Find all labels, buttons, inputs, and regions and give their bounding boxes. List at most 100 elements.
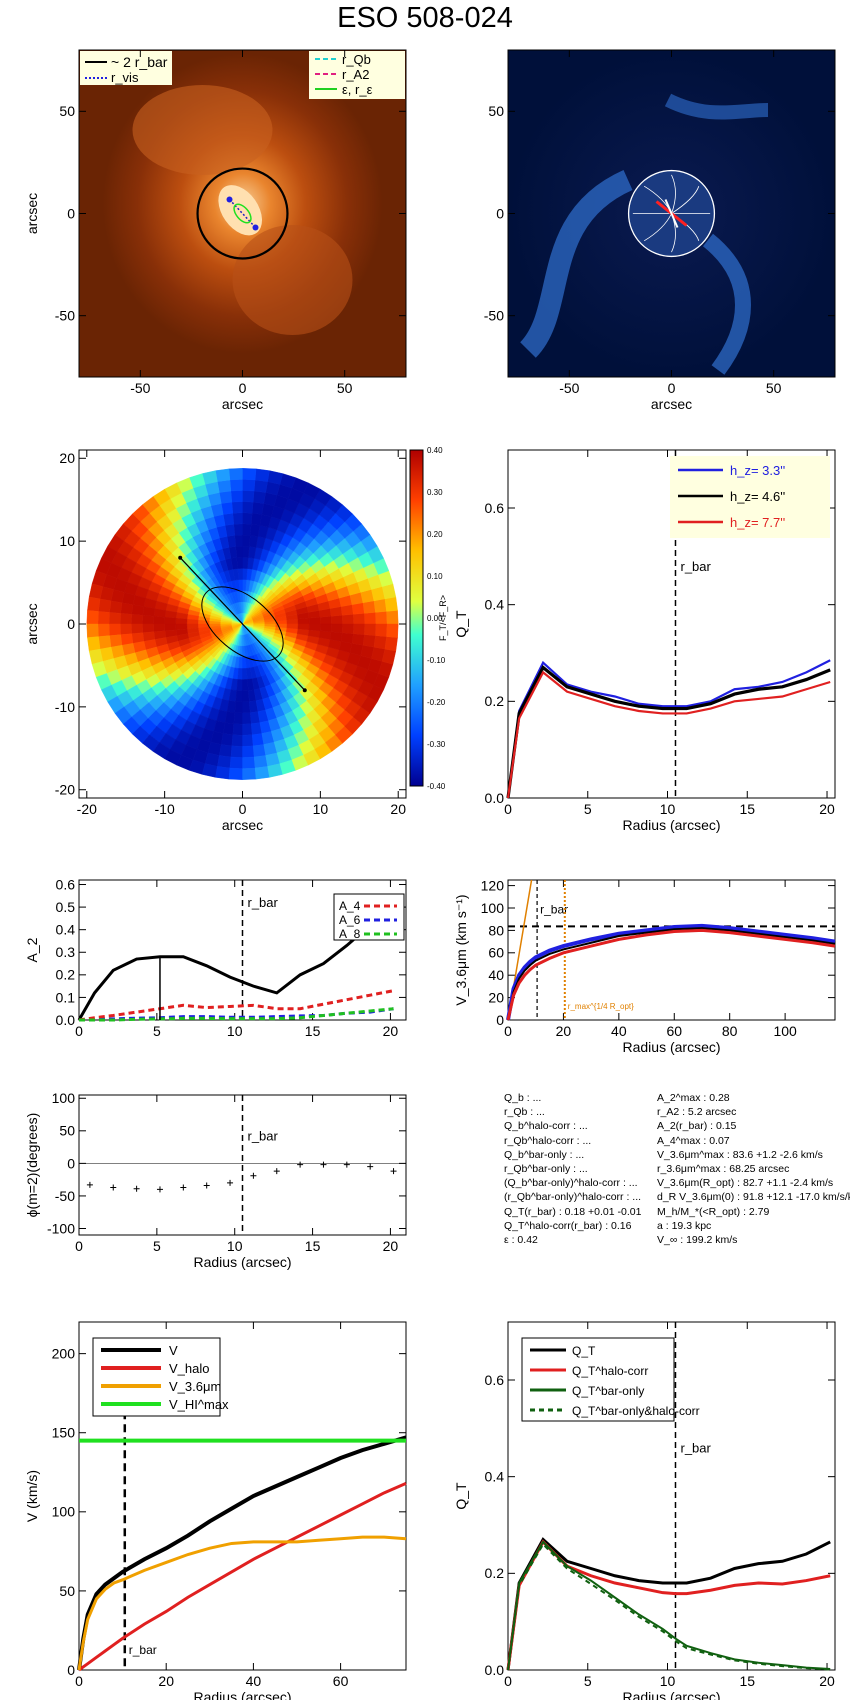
p4-legend-label: h_z= 3.3'': [730, 463, 785, 478]
p8-legend-label: V: [169, 1343, 178, 1358]
p7-data-point: [320, 1161, 327, 1168]
p3-xtick-label: 20: [390, 801, 406, 817]
p2-contour-line: [671, 186, 700, 214]
p4-series-h-z-4-6-: [506, 665, 831, 799]
p3-heat-cell: [98, 635, 112, 650]
p3-heat-cell: [242, 734, 254, 747]
p5-legend-label: A_8: [339, 927, 361, 941]
p3-heat-cell: [351, 633, 365, 646]
p3-heat-cell: [221, 733, 234, 747]
p5-ytick-label: 0.6: [56, 876, 76, 892]
stats-right-item: a : 19.3 kpc: [657, 1219, 712, 1232]
p1-ellipse-green: [233, 203, 252, 224]
p3-ytick-label: 20: [59, 450, 75, 466]
p5-xtick-label: 5: [153, 1023, 161, 1039]
p7-ytick-label: 50: [59, 1123, 75, 1139]
p3-colorbar-label: F_T/<F_R>: [438, 595, 448, 641]
p3-heat-cell: [242, 745, 255, 758]
p3-heat-cell: [153, 616, 166, 625]
p4-legend-label: h_z= 4.6'': [730, 489, 785, 504]
p1-legend-label: r_Qb: [342, 52, 371, 67]
p6-xtick-label: 60: [666, 1023, 682, 1039]
stats-left-item: ε : 0.42: [504, 1234, 538, 1247]
p8-ytick-label: 150: [52, 1425, 76, 1441]
p3-ytick-label: -10: [55, 699, 75, 715]
p3-heat-cell: [242, 534, 251, 547]
p5-xtick-label: 10: [227, 1023, 243, 1039]
p7-xlabel: Radius (arcsec): [193, 1254, 291, 1270]
p3-colorbar-tick: 0.00: [427, 614, 443, 623]
p9-legend-label: Q_T^halo-corr: [572, 1364, 648, 1378]
p9-xtick-label: 5: [584, 1673, 592, 1689]
p2-arm-west: [519, 169, 633, 358]
p3-heat-cell: [242, 512, 253, 525]
p3-ytick-label: 0: [67, 616, 75, 632]
p9-legend-box: [521, 1337, 675, 1422]
p4-xlabel: Radius (arcsec): [622, 817, 720, 833]
p3-heat-cell: [119, 613, 132, 625]
p3-heat-cell: [87, 596, 101, 612]
p3-heat-cell: [142, 615, 155, 625]
p7-data-point: [86, 1181, 93, 1188]
p8-frame: [78, 1321, 407, 1671]
p3-ytick-label: -20: [55, 782, 75, 798]
p3-heat-cell: [242, 568, 248, 580]
p3-colorbar-tick: -0.20: [427, 698, 446, 707]
p2-arm-east: [702, 233, 751, 375]
p7-ylabel: ϕ(m=2)(degrees): [24, 1113, 40, 1218]
p1-xtick-label: 0: [239, 380, 247, 396]
p3-colorbar-tick: -0.40: [427, 782, 446, 791]
p3-xtick-label: 0: [239, 801, 247, 817]
p3-heat-cell: [186, 618, 199, 625]
p3-heat-cell: [386, 623, 399, 638]
p6-ytick-label: 20: [488, 990, 504, 1006]
p2-xtick-label: -50: [559, 380, 579, 396]
p3-xtick-label: 10: [313, 801, 329, 817]
p7-axes: 0 5 10 15 20 -100 -50 0 50 100 Radius (arcsec) ϕ(m=…: [24, 1090, 407, 1270]
p8-ytick-label: 0: [67, 1662, 75, 1678]
p3-bar-end-a: [178, 555, 183, 560]
p5-legend-label: A_4: [339, 899, 361, 913]
p5-ytick-label: 0.1: [56, 989, 76, 1005]
p6-series-V-low: [506, 928, 836, 1021]
p3-heat-cell: [340, 632, 354, 644]
p3-colorbar-tick: 0.10: [427, 572, 443, 581]
p3-heat-cell: [219, 744, 233, 758]
p3-heat-cell: [342, 623, 354, 634]
p9-ytick-label: 0.0: [485, 1662, 505, 1678]
p7-xtick-label: 10: [227, 1238, 243, 1254]
p3-heat-cell: [373, 598, 387, 613]
p3-heat-cell: [237, 668, 243, 680]
p5-ytick-label: 0.2: [56, 967, 76, 983]
p6-frame: [507, 879, 836, 1021]
stats-left-item: (r_Qb^bar-only)^halo-corr : ...: [504, 1191, 642, 1204]
p6-rbar-label: r_bar: [540, 903, 568, 917]
p7-data-point: [156, 1186, 163, 1193]
p3-heat-cell: [108, 612, 121, 625]
p3-heat-cell: [242, 767, 257, 780]
p3-heat-cell: [242, 712, 252, 725]
stats-left-item: (Q_b^bar-only)^halo-corr : ...: [504, 1177, 638, 1190]
p1-legend-label: r_vis: [111, 70, 139, 85]
p3-heat-cell: [381, 648, 397, 665]
stats-left-item: r_Qb^bar-only : ...: [504, 1163, 588, 1176]
stats-left-item: Q_b^halo-corr : ...: [504, 1120, 588, 1133]
p3-heat-cell: [217, 755, 232, 769]
p9-series-Q-T-bar-only-halo-corr: [507, 1542, 831, 1671]
p6-ytick-label: 60: [488, 945, 504, 961]
p3-heat-cell: [375, 611, 388, 625]
p3-heat-cell: [215, 468, 231, 482]
p9-xtick-label: 10: [660, 1673, 676, 1689]
p5-xtick-label: 20: [383, 1023, 399, 1039]
page-title: ESO 508-024: [337, 2, 513, 34]
p9-series-Q-T: [506, 1537, 831, 1671]
p3-xlabel: arcsec: [222, 817, 263, 833]
p7-xtick-label: 20: [383, 1238, 399, 1254]
p6-xtick-label: 80: [722, 1023, 738, 1039]
p2-bar-minor: [664, 199, 679, 228]
p8-legend-label: V_halo: [169, 1361, 209, 1376]
p5-legend-box: [333, 893, 405, 941]
p1-arm-north: [132, 85, 273, 175]
p8-axes: 0 20 40 60 0 50 100 150 200 Radius (arcsec) V (km/…: [24, 1321, 407, 1700]
